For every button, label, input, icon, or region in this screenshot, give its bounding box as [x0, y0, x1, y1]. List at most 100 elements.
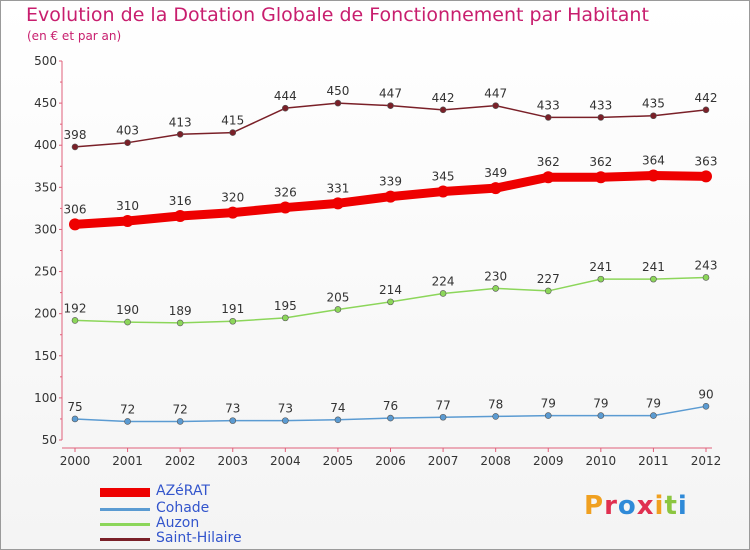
data-point-saint-hilaire-2010 [597, 114, 605, 121]
data-label-cohade-2009: 79 [541, 397, 556, 411]
y-tick-label-200: 200 [34, 307, 57, 321]
data-point-saint-hilaire-2011 [650, 112, 657, 120]
data-label-auzon-2007: 224 [432, 274, 455, 288]
y-tick-label-100: 100 [34, 391, 57, 405]
data-label-cohade-2002: 72 [173, 402, 188, 416]
legend-label-cohade: Cohade [156, 500, 210, 516]
data-point-auzon-2007 [439, 290, 447, 297]
legend-swatch-cohade [100, 508, 150, 511]
x-tick-label-2000: 2000 [60, 454, 91, 468]
x-tick-label-2004: 2004 [270, 454, 301, 468]
data-point-cohade-2010 [597, 412, 605, 419]
data-point-saint-hilaire-2008 [492, 102, 499, 109]
logo-letter: o [617, 491, 637, 521]
x-tick-label-2008: 2008 [480, 454, 511, 468]
data-point-azerat-2002 [174, 209, 187, 222]
data-point-azerat-2012 [700, 170, 712, 183]
logo-letter: t [664, 491, 678, 521]
chart-title: Evolution de la Dotation Globale de Fonc… [26, 4, 649, 26]
logo-letter: P [584, 491, 605, 521]
data-label-azerat-2011: 364 [642, 154, 665, 168]
data-label-azerat-2005: 331 [326, 181, 349, 195]
data-point-saint-hilaire-2002 [176, 130, 184, 138]
data-label-auzon-2010: 241 [589, 260, 612, 274]
data-point-cohade-2002 [176, 418, 184, 425]
x-tick-label-2005: 2005 [323, 454, 354, 468]
data-point-saint-hilaire-2007 [439, 106, 447, 114]
y-tick-label-350: 350 [34, 180, 57, 194]
data-label-saint-hilaire-2011: 435 [642, 97, 665, 111]
data-point-cohade-2007 [439, 413, 447, 421]
data-label-saint-hilaire-2012: 442 [695, 91, 718, 105]
y-tick-label-300: 300 [34, 222, 57, 236]
data-point-azerat-2008 [489, 182, 502, 195]
legend-swatch-auzon [100, 523, 150, 526]
data-point-azerat-2007 [437, 185, 450, 198]
data-label-cohade-2008: 78 [488, 397, 503, 411]
data-label-cohade-2007: 77 [435, 398, 450, 412]
data-point-auzon-2012 [702, 274, 710, 281]
logo-letter: r [604, 491, 618, 521]
y-tick-label-250: 250 [34, 265, 57, 279]
data-label-saint-hilaire-2000: 398 [64, 128, 87, 142]
x-tick-label-2010: 2010 [586, 454, 617, 468]
data-label-cohade-2005: 74 [330, 401, 345, 415]
data-label-azerat-2006: 339 [379, 175, 402, 189]
x-tick-label-2007: 2007 [428, 454, 459, 468]
logo-letter: i [654, 491, 665, 521]
data-label-cohade-2006: 76 [383, 399, 398, 413]
data-point-azerat-2001 [121, 215, 134, 228]
data-point-azerat-2011 [647, 169, 660, 182]
chart-subtitle: (en € et par an) [27, 29, 122, 43]
data-point-auzon-2002 [176, 319, 184, 327]
legend-label-azerat: AZéRAT [156, 483, 210, 499]
data-label-saint-hilaire-2010: 433 [589, 98, 612, 112]
data-label-cohade-2001: 72 [120, 402, 135, 416]
y-tick-label-400: 400 [34, 138, 57, 152]
data-point-auzon-2001 [124, 318, 131, 326]
x-tick-label-2006: 2006 [375, 454, 406, 468]
data-label-auzon-2004: 195 [274, 299, 297, 313]
legend-label-saint-hilaire: Saint-Hilaire [156, 530, 242, 546]
data-label-azerat-2003: 320 [221, 191, 244, 205]
data-label-azerat-2001: 310 [116, 199, 139, 213]
y-tick-label-500: 500 [34, 54, 57, 68]
data-label-azerat-2009: 362 [537, 155, 560, 169]
data-label-saint-hilaire-2004: 444 [274, 89, 297, 103]
data-label-auzon-2002: 189 [169, 304, 192, 318]
data-point-auzon-2009 [544, 287, 552, 295]
data-label-azerat-2012: 363 [695, 154, 718, 168]
data-point-saint-hilaire-2004 [282, 104, 289, 112]
data-label-auzon-2003: 191 [221, 302, 244, 316]
data-label-azerat-2007: 345 [432, 170, 455, 184]
data-label-cohade-2000: 75 [67, 400, 82, 414]
data-label-auzon-2006: 214 [379, 283, 402, 297]
data-label-saint-hilaire-2007: 442 [432, 91, 455, 105]
data-point-cohade-2000 [71, 415, 79, 423]
data-point-auzon-2005 [334, 306, 342, 313]
data-label-cohade-2012: 90 [698, 387, 713, 401]
data-point-cohade-2006 [387, 414, 394, 422]
data-label-cohade-2003: 73 [225, 402, 240, 416]
data-point-azerat-2000 [69, 218, 81, 231]
data-label-auzon-2008: 230 [484, 269, 507, 283]
data-point-cohade-2012 [702, 403, 710, 410]
data-point-azerat-2004 [279, 201, 292, 214]
y-tick-label-150: 150 [34, 349, 57, 363]
data-point-azerat-2006 [384, 190, 397, 203]
data-point-saint-hilaire-2000 [71, 143, 79, 151]
data-label-azerat-2002: 316 [169, 194, 192, 208]
proxiti-logo: Proxiti [584, 491, 688, 521]
data-point-cohade-2008 [492, 413, 499, 420]
data-label-auzon-2011: 241 [642, 260, 665, 274]
data-label-azerat-2008: 349 [484, 166, 507, 180]
x-tick-label-2009: 2009 [533, 454, 564, 468]
data-label-azerat-2004: 326 [274, 186, 297, 200]
data-label-saint-hilaire-2003: 415 [221, 114, 244, 128]
data-label-saint-hilaire-2005: 450 [326, 84, 349, 98]
y-tick-label-50: 50 [42, 433, 57, 447]
data-label-azerat-2010: 362 [589, 155, 612, 169]
data-label-cohade-2004: 73 [278, 402, 293, 416]
data-point-azerat-2010 [594, 171, 607, 184]
